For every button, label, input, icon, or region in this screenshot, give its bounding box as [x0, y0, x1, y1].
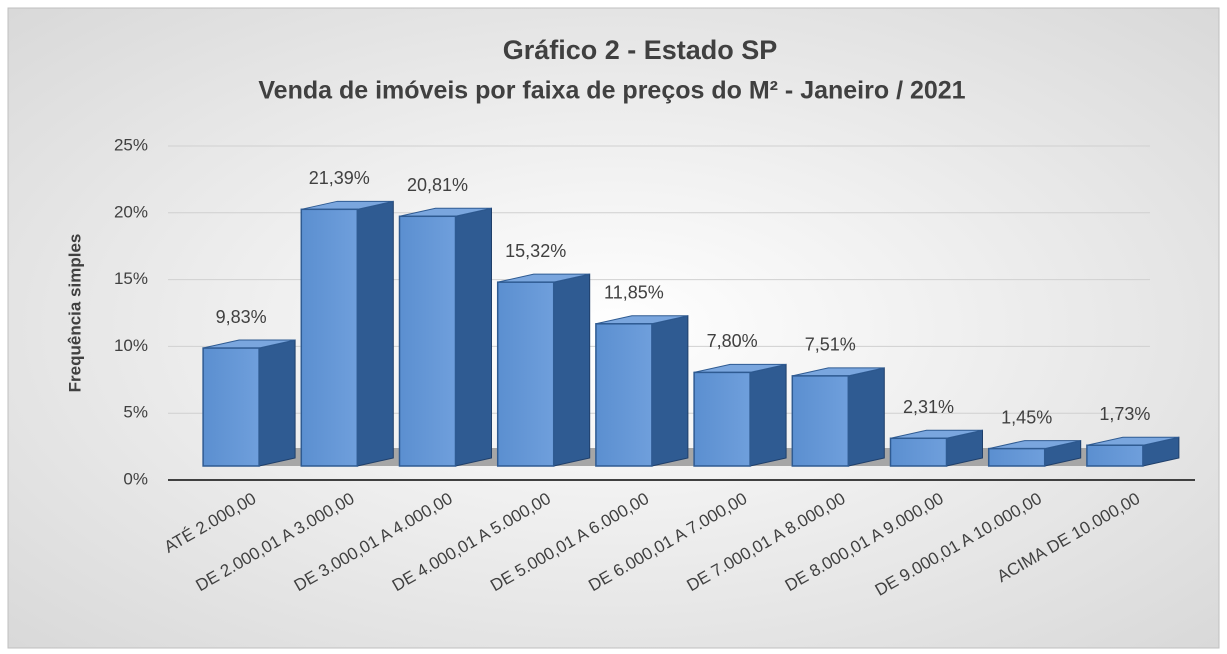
bar-side	[651, 315, 689, 467]
y-tick-label: 20%	[114, 202, 148, 221]
value-label: 15,32%	[505, 241, 566, 261]
bar-side	[455, 207, 492, 467]
bar	[791, 375, 850, 467]
bar-side	[258, 339, 296, 467]
bar-side	[553, 273, 591, 467]
value-label: 7,51%	[805, 335, 856, 355]
bar-side	[749, 363, 787, 467]
value-label: 2,31%	[903, 397, 954, 417]
value-label: 7,80%	[707, 331, 758, 351]
bar	[595, 323, 653, 467]
value-label: 11,85%	[604, 283, 664, 303]
bar	[1086, 444, 1144, 467]
value-label: 20,81%	[407, 175, 468, 195]
y-tick-label: 0%	[123, 469, 148, 488]
value-label: 9,83%	[216, 307, 267, 327]
y-axis-label: Frequência simples	[65, 234, 84, 393]
bar	[987, 447, 1046, 467]
y-tick-label: 25%	[114, 135, 148, 154]
bar-side	[847, 367, 885, 467]
value-label: 1,73%	[1099, 404, 1150, 424]
bar	[398, 215, 457, 467]
bar	[300, 208, 359, 467]
bar-side	[356, 200, 394, 467]
y-tick-label: 10%	[114, 336, 148, 355]
bar	[202, 347, 260, 467]
y-tick-label: 15%	[114, 269, 148, 288]
bar	[496, 281, 555, 467]
y-tick-label: 5%	[123, 403, 148, 422]
value-label: 21,39%	[309, 168, 370, 188]
value-label: 1,45%	[1001, 407, 1052, 427]
bar	[693, 371, 751, 467]
chart-title: Gráfico 2 - Estado SP	[503, 35, 778, 65]
bar	[889, 437, 948, 467]
chart-subtitle: Venda de imóveis por faixa de preços do …	[258, 77, 965, 105]
